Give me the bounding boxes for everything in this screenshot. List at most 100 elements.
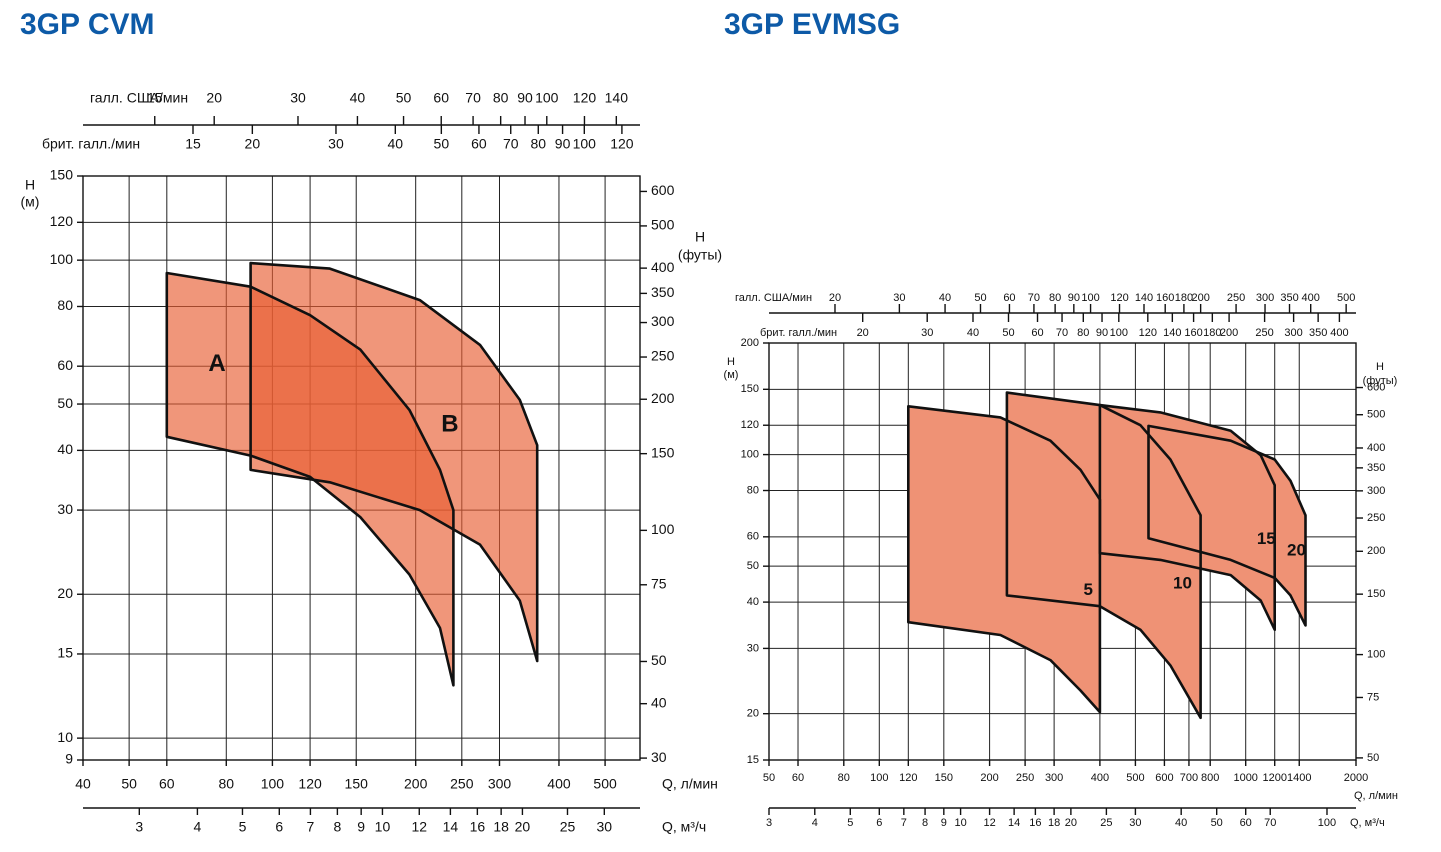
bottom-axis-tick-label: 25 xyxy=(560,819,576,835)
top-axis-tick-label: 80 xyxy=(1049,292,1061,304)
top-axis-tick-label: 160 xyxy=(1156,292,1174,304)
y2-tick-label: 400 xyxy=(1367,442,1385,454)
y-tick-label: 30 xyxy=(747,642,759,654)
y2-tick-label: 600 xyxy=(1367,381,1385,393)
y-tick-label: 100 xyxy=(741,448,759,460)
bottom-axis-tick-label: 25 xyxy=(1100,817,1112,829)
y-tick-label: 15 xyxy=(57,645,73,661)
y2-tick-label: 40 xyxy=(651,694,667,710)
top-axis-tick-label: 20 xyxy=(829,292,841,304)
chart-title: 3GP EVMSG xyxy=(724,8,900,41)
x-tick-label: 40 xyxy=(75,776,91,792)
bottom-axis-tick-label: 30 xyxy=(597,819,613,835)
y2-axis-name: (футы) xyxy=(678,247,722,263)
y2-tick-label: 30 xyxy=(651,749,667,765)
top-axis-tick-label: 50 xyxy=(396,90,412,106)
y2-tick-label: 300 xyxy=(651,313,675,329)
y2-tick-label: 150 xyxy=(1367,588,1385,600)
bottom-axis-tick-label: 40 xyxy=(1175,817,1187,829)
y2-tick-label: 75 xyxy=(1367,691,1379,703)
top-axis-tick-label: 350 xyxy=(1309,327,1327,339)
x-tick-label: 800 xyxy=(1201,772,1219,784)
bottom-axis-tick-label: 14 xyxy=(443,819,459,835)
bottom-axis-tick-label: 10 xyxy=(954,817,966,829)
y2-tick-label: 200 xyxy=(1367,545,1385,557)
y-tick-label: 9 xyxy=(65,751,73,767)
x-tick-label: 60 xyxy=(792,772,804,784)
bottom-axis-name: Q, м³/ч xyxy=(1350,817,1385,829)
x-tick-label: 500 xyxy=(1126,772,1144,784)
y-tick-label: 50 xyxy=(747,560,759,572)
top-axis-tick-label: 120 xyxy=(573,90,597,106)
x-tick-label: 150 xyxy=(345,776,369,792)
region-fill xyxy=(250,263,538,661)
top-axis-tick-label: 250 xyxy=(1227,292,1245,304)
x-tick-label: 1400 xyxy=(1287,772,1311,784)
top-axis-tick-label: 250 xyxy=(1255,327,1273,339)
bottom-axis-tick-label: 12 xyxy=(983,817,995,829)
top-axis-tick-label: 15 xyxy=(147,90,163,106)
region-outline xyxy=(1147,424,1307,627)
y-tick-label: 60 xyxy=(747,531,759,543)
y2-tick-label: 400 xyxy=(651,259,675,275)
bottom-axis-tick-label: 6 xyxy=(876,817,882,829)
top-axis-tick-label: 90 xyxy=(517,90,533,106)
x-tick-label: 400 xyxy=(1091,772,1109,784)
y-tick-label: 100 xyxy=(50,251,74,267)
region-label: 10 xyxy=(1173,574,1192,593)
x-tick-label: 120 xyxy=(899,772,917,784)
y-tick-label: 200 xyxy=(741,337,759,349)
y2-tick-label: 150 xyxy=(651,444,675,460)
bottom-axis-tick-label: 16 xyxy=(470,819,486,835)
y2-tick-label: 75 xyxy=(651,575,667,591)
bottom-axis-tick-label: 9 xyxy=(357,819,365,835)
top-axis-tick-label: 140 xyxy=(1163,327,1181,339)
x-tick-label: 50 xyxy=(121,776,137,792)
top-axis-tick-label: 50 xyxy=(434,136,450,152)
bottom-axis-tick-label: 4 xyxy=(194,819,202,835)
plot-frame xyxy=(768,342,1357,761)
y-tick-label: 150 xyxy=(50,167,74,183)
y-tick-label: 20 xyxy=(747,708,759,720)
y-tick-label: 120 xyxy=(741,419,759,431)
bottom-axis-tick-label: 10 xyxy=(375,819,391,835)
top-axis-tick-label: 140 xyxy=(605,90,629,106)
x-tick-label: 700 xyxy=(1180,772,1198,784)
y2-axis-name: (футы) xyxy=(1363,375,1398,387)
y2-tick-label: 200 xyxy=(651,390,675,406)
region-label: A xyxy=(208,350,225,377)
y2-tick-label: 100 xyxy=(651,521,675,537)
bottom-axis-tick-label: 12 xyxy=(411,819,427,835)
bottom-axis-tick-label: 70 xyxy=(1264,817,1276,829)
x-tick-label: 2000 xyxy=(1344,772,1368,784)
chart-title: 3GP CVM xyxy=(20,8,155,41)
top-axis-tick-label: 30 xyxy=(290,90,306,106)
top-axis-tick-label: 140 xyxy=(1135,292,1153,304)
y2-tick-label: 300 xyxy=(1367,485,1385,497)
y-tick-label: 15 xyxy=(747,754,759,766)
x-tick-label: 150 xyxy=(935,772,953,784)
y-tick-label: 40 xyxy=(57,441,73,457)
y2-tick-label: 250 xyxy=(1367,512,1385,524)
bottom-axis-tick-label: 5 xyxy=(239,819,247,835)
bottom-axis-tick-label: 30 xyxy=(1129,817,1141,829)
y2-tick-label: 50 xyxy=(651,652,667,668)
bottom-axis-tick-label: 20 xyxy=(1065,817,1077,829)
top-axis-tick-label: 20 xyxy=(245,136,261,152)
region-outline xyxy=(1005,391,1202,720)
region-outline xyxy=(906,404,1102,714)
y2-tick-label: 50 xyxy=(1367,752,1379,764)
x-tick-label: 250 xyxy=(450,776,474,792)
top-axis-tick-label: 120 xyxy=(1110,292,1128,304)
top-axis-tick-label: 350 xyxy=(1280,292,1298,304)
top-axis-tick-label: 400 xyxy=(1330,327,1348,339)
top-axis-tick-label: 160 xyxy=(1184,327,1202,339)
x-axis-name: Q, л/мин xyxy=(662,776,718,792)
top-axis-tick-label: 40 xyxy=(939,292,951,304)
y2-tick-label: 350 xyxy=(1367,462,1385,474)
top-axis-name: брит. галл./мин xyxy=(42,136,140,152)
top-axis-tick-label: 200 xyxy=(1191,292,1209,304)
top-axis-tick-label: 500 xyxy=(1337,292,1355,304)
x-tick-label: 120 xyxy=(298,776,322,792)
